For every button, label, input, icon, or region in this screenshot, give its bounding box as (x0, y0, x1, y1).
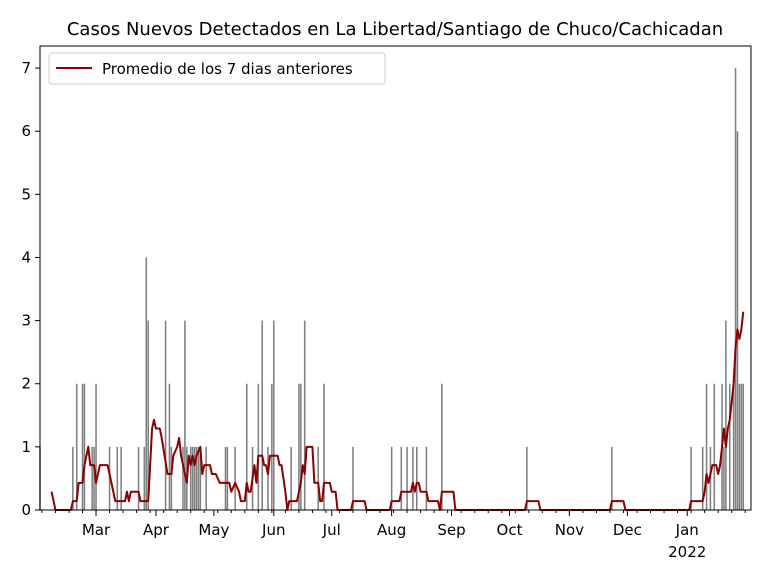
bar (300, 383, 302, 510)
bar (526, 446, 528, 510)
x-tick-year-label: 2022 (668, 543, 706, 561)
bar (317, 446, 319, 510)
y-tick-label: 3 (21, 312, 31, 330)
y-tick-label: 6 (21, 122, 31, 140)
bar (189, 446, 192, 510)
y-tick-label: 7 (21, 59, 31, 77)
bar (267, 446, 269, 510)
bar (170, 446, 173, 510)
bar (425, 446, 428, 510)
bar (261, 320, 263, 510)
bar (72, 446, 74, 510)
y-tick-label: 5 (21, 185, 31, 203)
bar (95, 383, 97, 510)
bar (742, 383, 745, 510)
bar (164, 320, 167, 510)
legend-label: Promedio de los 7 dias anteriores (102, 60, 353, 78)
bar (713, 383, 716, 510)
bar (257, 383, 260, 510)
bar (740, 383, 743, 510)
bar (303, 320, 306, 510)
bar (191, 446, 194, 510)
bar (234, 446, 236, 510)
y-axis: 0 1 2 3 4 5 6 7 (21, 59, 40, 519)
bar (195, 446, 198, 510)
bar (415, 446, 418, 510)
x-axis: Mar Apr May Jun Jul Aug Sep Oct Nov Dec Jan 2022 (41, 510, 746, 561)
bar-layer (39, 68, 745, 510)
bar (145, 257, 148, 510)
bar (147, 320, 149, 510)
bar (197, 446, 200, 510)
bar (690, 446, 692, 510)
bar (245, 383, 248, 510)
bar (83, 383, 86, 510)
x-tick-label: Jul (322, 521, 341, 539)
bar (611, 446, 613, 510)
x-tick-label: Jan (675, 521, 699, 539)
x-tick-label: Nov (555, 521, 584, 539)
chart-title: Casos Nuevos Detectados en La Libertad/S… (67, 19, 723, 40)
bar (290, 446, 292, 510)
x-tick-label: May (198, 521, 229, 539)
bar (723, 446, 725, 510)
bar (81, 383, 84, 510)
bar (352, 446, 354, 510)
legend-box (48, 52, 386, 85)
bar (75, 383, 78, 510)
bar (91, 446, 93, 510)
line-layer (50, 311, 745, 511)
x-tick-label: Apr (143, 521, 170, 539)
bar (701, 446, 704, 510)
bar (182, 446, 184, 510)
bar (184, 320, 186, 510)
bar (323, 383, 325, 510)
bar (93, 446, 95, 510)
x-tick-label: Jun (261, 521, 285, 539)
bar (120, 446, 122, 510)
bar (390, 446, 393, 510)
y-tick-label: 0 (21, 501, 31, 519)
bar (728, 383, 731, 510)
bar (137, 446, 140, 510)
bar (273, 320, 275, 510)
bar (224, 446, 227, 510)
legend: Promedio de los 7 dias anteriores (48, 52, 386, 85)
bar (226, 446, 229, 510)
y-tick-label: 1 (21, 438, 31, 456)
bar (116, 446, 119, 510)
bar (738, 383, 741, 510)
bar (736, 131, 739, 510)
bar (441, 383, 443, 510)
x-tick-label: Sep (437, 521, 465, 539)
bar (271, 383, 273, 510)
bar (406, 446, 408, 510)
x-tick-label: Mar (82, 521, 111, 539)
y-tick-label: 2 (21, 375, 31, 393)
bar (705, 383, 708, 510)
bar (725, 320, 727, 510)
bar (193, 446, 196, 510)
bar (199, 446, 202, 510)
bar (168, 383, 171, 510)
plot-frame (39, 45, 752, 511)
bar (734, 68, 737, 510)
x-tick-label: Aug (377, 521, 406, 539)
bar (400, 446, 403, 510)
bar (298, 383, 300, 510)
series-line (50, 311, 745, 511)
bar (732, 383, 735, 510)
x-tick-label: Oct (497, 521, 523, 539)
bar (205, 446, 207, 510)
bar (412, 446, 414, 510)
y-tick-label: 4 (21, 248, 31, 266)
bar (143, 446, 146, 510)
x-tick-label: Dec (613, 521, 642, 539)
